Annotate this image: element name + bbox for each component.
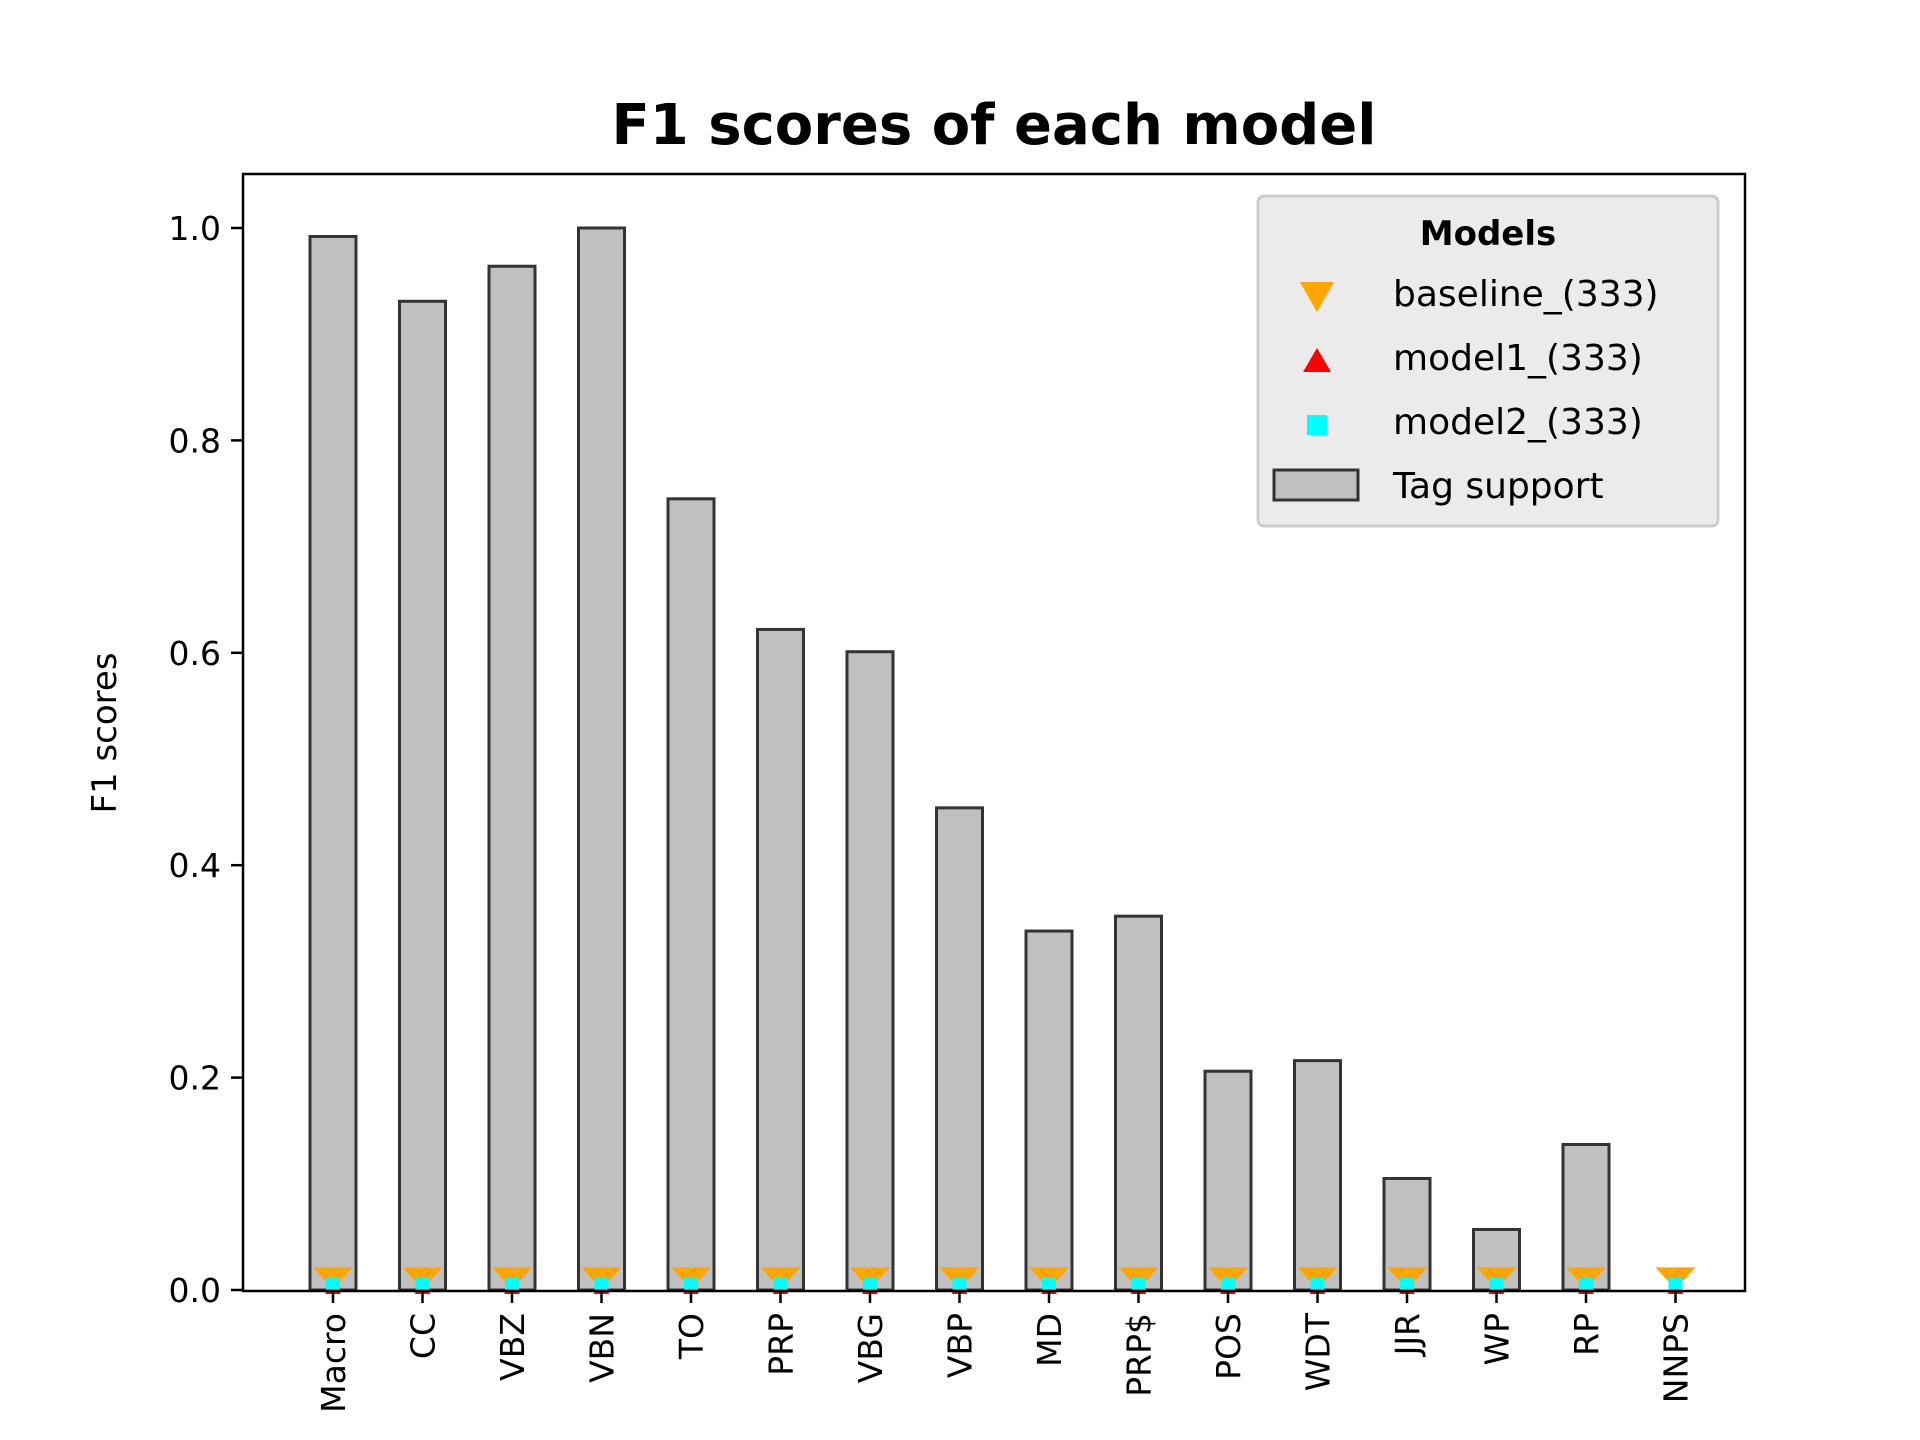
bar-prp — [756, 627, 805, 1292]
bar-to — [666, 497, 716, 1292]
legend: Models baseline_(333) model1_(333) model… — [1256, 194, 1720, 528]
bar-vbg — [845, 650, 895, 1292]
bar-vbn — [577, 226, 626, 1292]
legend-marker-baseline-icon — [1300, 282, 1334, 312]
y-axis: 0.0 0.2 0.4 0.6 0.8 1.0 — [169, 209, 243, 1310]
legend-patch-tag-support — [1272, 468, 1360, 502]
legend-title: Models — [1420, 214, 1556, 254]
legend-marker-model2-icon — [1307, 415, 1327, 435]
x-tick-label-jjr: JJR — [1388, 1313, 1427, 1357]
bars-layer — [308, 226, 1611, 1292]
marker-model2333-12 — [1400, 1277, 1414, 1290]
x-tick-label-vbn: VBN — [583, 1313, 622, 1383]
bar-pos — [1203, 1069, 1253, 1292]
x-tick-label-wdt: WDT — [1299, 1312, 1338, 1391]
x-tick-label-pos: POS — [1209, 1313, 1248, 1380]
bar-prp — [1114, 914, 1163, 1292]
x-tick-label-cc: CC — [404, 1313, 443, 1359]
x-tick-label-rp: RP — [1567, 1313, 1606, 1356]
y-tick-label-2: 0.4 — [169, 846, 221, 885]
x-tick-label-vbg: VBG — [851, 1313, 890, 1383]
bar-vbp — [935, 806, 984, 1292]
bar-wdt — [1293, 1059, 1342, 1292]
marker-model2333-13 — [1489, 1277, 1504, 1290]
plot-frame — [241, 172, 1747, 1293]
legend-label-model1: model1_(333) — [1393, 338, 1643, 379]
x-tick-label-vbz: VBZ — [493, 1313, 532, 1381]
y-axis-label: F1 scores — [85, 652, 125, 813]
bar-md — [1024, 929, 1074, 1292]
x-tick-label-prp: PRP$ — [1120, 1313, 1159, 1397]
x-axis: Macro CC VBZ VBN TO PRP VBG VBP MD PRP$ POS WDT JJR W… — [314, 1291, 1696, 1413]
chart-title: F1 scores of each model — [612, 93, 1377, 158]
bar-macro — [308, 234, 358, 1292]
marker-model2333-10 — [1221, 1277, 1235, 1290]
x-tick-label-md: MD — [1030, 1313, 1069, 1367]
marker-model2333-9 — [1131, 1277, 1146, 1290]
marker-model2333-7 — [952, 1277, 967, 1290]
marker-model2333-3 — [594, 1277, 609, 1290]
x-tick-label-nnps: NNPS — [1657, 1313, 1696, 1403]
marker-model2333-0 — [326, 1277, 340, 1290]
marker-model2333-4 — [684, 1277, 698, 1290]
marker-model2333-2 — [505, 1277, 519, 1290]
y-tick-label-5: 1.0 — [169, 209, 221, 248]
y-tick-label-3: 0.6 — [169, 634, 221, 673]
y-tick-label-4: 0.8 — [169, 421, 221, 460]
x-tick-label-vbp: VBP — [941, 1313, 980, 1378]
legend-marker-model1-icon — [1303, 348, 1331, 372]
legend-box — [1256, 194, 1720, 528]
y-tick-label-1: 0.2 — [169, 1059, 221, 1098]
legend-label-tag-support: Tag support — [1392, 466, 1604, 507]
bar-vbz — [487, 264, 537, 1292]
marker-model2333-14 — [1579, 1277, 1593, 1290]
bar-cc — [398, 299, 447, 1292]
marker-model2333-15 — [1668, 1277, 1683, 1290]
marker-model2333-11 — [1310, 1277, 1325, 1290]
x-tick-label-to: TO — [672, 1313, 711, 1360]
legend-label-baseline: baseline_(333) — [1393, 274, 1659, 315]
y-tick-label-0: 0.0 — [169, 1271, 221, 1310]
x-tick-label-macro: Macro — [314, 1313, 353, 1413]
marker-model2333-5 — [773, 1277, 788, 1290]
marker-model2333-6 — [863, 1277, 877, 1290]
x-tick-label-prp: PRP — [762, 1313, 801, 1376]
marker-model2333-1 — [415, 1277, 430, 1290]
x-tick-label-wp: WP — [1478, 1313, 1517, 1366]
marker-model2333-8 — [1042, 1277, 1056, 1290]
legend-label-model2: model2_(333) — [1393, 402, 1643, 443]
